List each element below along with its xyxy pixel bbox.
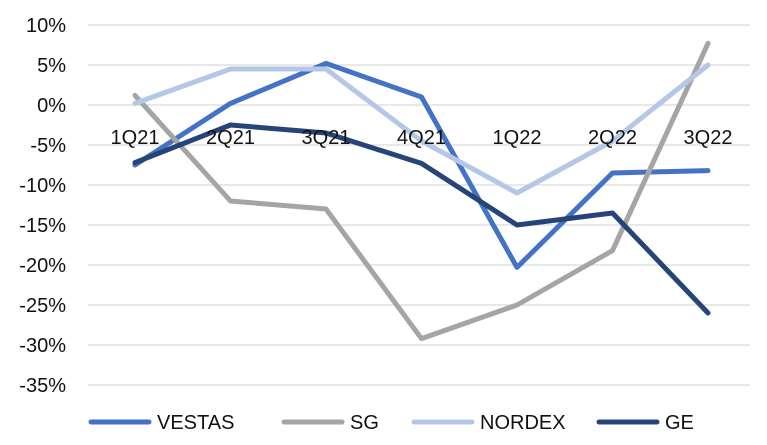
x-axis-tick-labels: 1Q21 2Q21 3Q21 4Q21 1Q22 2Q22 3Q22 bbox=[111, 127, 733, 149]
series-lines bbox=[132, 40, 711, 342]
series-line-nordex bbox=[132, 62, 711, 196]
legend-item-vestas: VESTAS bbox=[88, 412, 234, 434]
x-tick-label: 3Q21 bbox=[302, 127, 351, 149]
y-tick-label: -30% bbox=[19, 335, 66, 357]
y-tick-label: 5% bbox=[37, 55, 66, 77]
y-tick-label: 10% bbox=[26, 15, 66, 37]
legend-item-sg: SG bbox=[281, 412, 379, 434]
series-line-ge bbox=[132, 122, 711, 316]
x-tick-label: 4Q21 bbox=[397, 127, 446, 149]
y-tick-label: -10% bbox=[19, 175, 66, 197]
x-tick-label: 2Q22 bbox=[588, 127, 637, 149]
y-tick-label: 0% bbox=[37, 95, 66, 117]
series-line-vestas bbox=[132, 60, 711, 270]
legend-item-nordex: NORDEX bbox=[411, 412, 566, 434]
y-tick-label: -5% bbox=[30, 135, 66, 157]
legend-label: NORDEX bbox=[480, 412, 566, 434]
legend: VESTAS SG NORDEX GE bbox=[88, 412, 694, 434]
gridlines bbox=[88, 24, 750, 386]
legend-item-ge: GE bbox=[596, 412, 694, 434]
x-tick-label: 1Q22 bbox=[493, 127, 542, 149]
x-tick-label: 2Q21 bbox=[206, 127, 255, 149]
legend-label: VESTAS bbox=[157, 412, 234, 434]
x-tick-label: 1Q21 bbox=[111, 127, 160, 149]
y-tick-label: -25% bbox=[19, 295, 66, 317]
y-tick-label: -15% bbox=[19, 215, 66, 237]
legend-label: GE bbox=[665, 412, 694, 434]
series-line-sg bbox=[132, 40, 711, 342]
y-axis-tick-labels: 10% 5% 0% -5% -10% -15% -20% -25% -30% -35% bbox=[19, 15, 66, 397]
x-tick-label: 3Q22 bbox=[684, 127, 733, 149]
y-tick-label: -20% bbox=[19, 255, 66, 277]
y-tick-label: -35% bbox=[19, 375, 66, 397]
legend-label: SG bbox=[350, 412, 379, 434]
